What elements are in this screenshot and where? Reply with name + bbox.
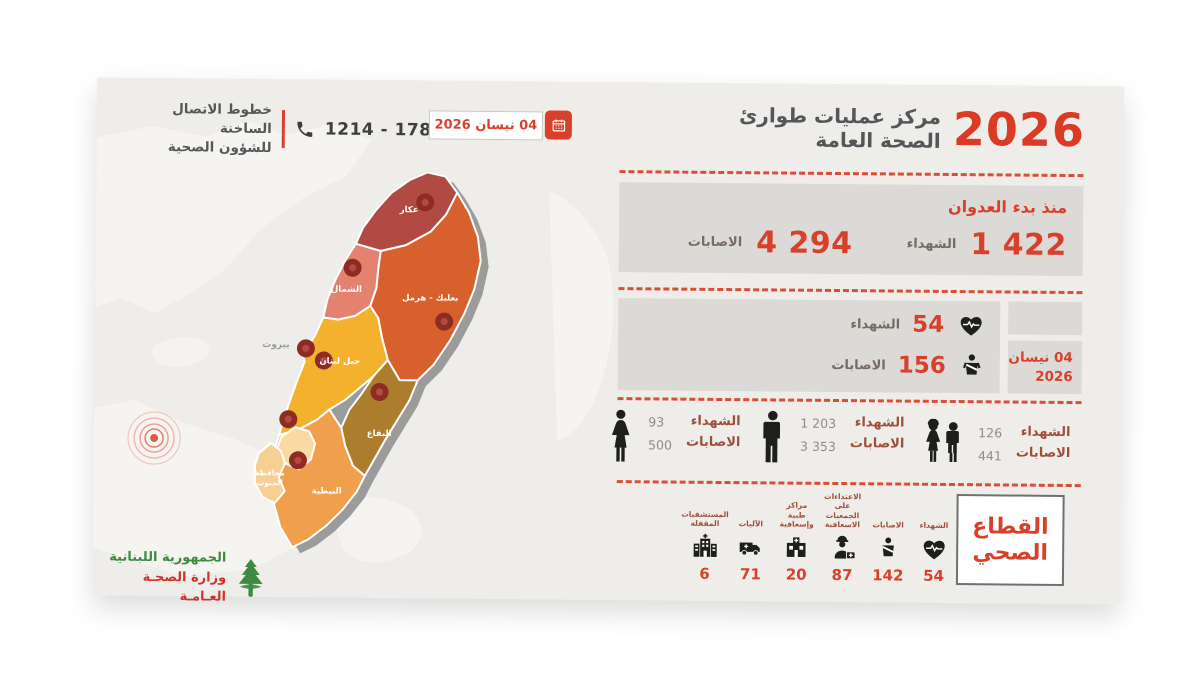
sector-item-value: 71 (739, 564, 761, 583)
cedar-tree-icon (239, 559, 263, 597)
women-injuries-label: الاصابات (685, 434, 741, 451)
region-label-baalbek-hermel: بعلبك - هرمل (402, 293, 459, 304)
daily-injuries-value: 156 (897, 352, 946, 379)
since-start-martyrs-label: الشهداء (906, 236, 957, 253)
children-casualties-group: 126 441 الشهداء الاصابات (922, 418, 1071, 468)
children-martyrs-label: الشهداء (1020, 424, 1071, 441)
since-start-title: منذ بدء العدوان (947, 196, 1068, 217)
sector-item-value: 20 (785, 565, 807, 584)
children-injuries-label: الاصابات (1015, 445, 1071, 462)
daily-martyrs-value: 54 (912, 311, 945, 338)
sector-item-attacks: الاعتداءات على الجمعيات الاسعافية 87 (823, 492, 863, 584)
children-icon (926, 418, 959, 463)
region-label-bekaa: البقاع (366, 428, 392, 440)
daily-date-line1: 04 نيسان (1008, 349, 1073, 367)
men-martyrs-label: الشهداء (854, 415, 905, 431)
men-injuries-label: الاصابات (849, 436, 905, 452)
heart-pulse-icon (919, 532, 949, 564)
sector-item-vehicles: الآليات 71 (731, 499, 771, 583)
page-title-block: 2026 مركز عمليات طوارئ الصحة العامة (627, 101, 1086, 158)
page-title-line2: الصحة العامة (815, 127, 941, 153)
injured-person-icon (963, 354, 981, 375)
region-label-nabatiyeh: النبطية (311, 486, 342, 497)
dashed-separator-1 (619, 170, 1084, 178)
woman-icon (611, 409, 630, 462)
dashed-separator-3 (617, 397, 1082, 405)
region-label-north: الشمال (330, 284, 362, 295)
clinic-icon (781, 531, 811, 563)
dashed-separator-2 (618, 287, 1083, 295)
since-start-injuries-label: الاصابات (687, 234, 743, 251)
hotline-label-line1: خطوط الاتصال الساخنة (172, 101, 273, 137)
hotline-block: خطوط الاتصال الساخنة للشؤون الصحية 1214 … (122, 100, 445, 159)
hospital-icon (689, 530, 721, 562)
women-injuries-value: 500 (648, 437, 673, 453)
sector-item-injuries: الاصابات 142 (868, 500, 908, 584)
region-label-akkar: عكار (399, 205, 419, 216)
women-casualties-group: 93 500 الشهداء الاصابات (607, 408, 741, 465)
sector-item-label: الشهداء (919, 520, 949, 531)
date-badge-text: 04 نيسان 2026 (428, 110, 544, 141)
men-casualties-group: 1 203 3 353 الشهداء الاصابات (759, 409, 905, 466)
daily-date-line2: 2026 (1035, 368, 1073, 385)
city-label-beirut: بيروت (262, 339, 290, 351)
health-sector-items: الشهداء 54 الاصابات (681, 491, 954, 585)
children-martyrs-value: 126 (978, 425, 1003, 441)
page-title-line1: مركز عمليات طوارئ (738, 103, 942, 129)
sector-item-value: 6 (699, 564, 710, 583)
gov-republic-label: الجمهورية اللبنانية (109, 549, 227, 566)
health-sector-title-line2: الصحي (972, 539, 1049, 566)
strike-markers (279, 193, 454, 470)
women-martyrs-label: الشهداء (690, 413, 741, 430)
sector-item-label: الاعتداءات على الجمعيات الاسعافية (824, 491, 862, 530)
daily-martyrs-label: الشهداء (850, 316, 901, 333)
sector-item-label: الآليات (738, 519, 764, 529)
date-badge: 04 نيسان 2026 (428, 110, 573, 141)
daily-date-box: 04 نيسان 2026 (1007, 340, 1083, 395)
sector-item-medical-centers: مراكز طبية وإسعافية 20 (777, 499, 817, 583)
hotline-numbers: 1214 - 1787 (324, 119, 444, 141)
sector-item-value: 87 (831, 565, 853, 584)
region-south (253, 442, 286, 505)
dashed-separator-4 (616, 480, 1081, 488)
strike-radar-icon (127, 411, 181, 465)
sector-item-label: الاصابات (872, 520, 904, 530)
gov-ministry-label: وزارة الصحـة العـامـة (142, 569, 227, 605)
page-title: مركز عمليات طوارئ الصحة العامة (739, 103, 941, 153)
man-icon (763, 410, 781, 463)
since-start-injuries-value: 4 294 (756, 225, 853, 262)
sector-item-closed-hospitals: المستشفيات المقفلة (681, 498, 729, 583)
region-label-south: محافظة الجنوب (254, 468, 285, 488)
red-divider (281, 110, 285, 149)
children-injuries-value: 441 (977, 448, 1002, 464)
injured-person-icon (875, 532, 901, 564)
phone-icon (297, 122, 313, 138)
men-martyrs-value: 1 203 (800, 415, 837, 431)
since-start-panel: منذ بدء العدوان 1 422 الشهداء 4 294 الاص… (618, 182, 1084, 277)
daily-panel: 54 الشهداء 156 الاصابات (617, 298, 1001, 394)
title-year: 2026 (952, 101, 1086, 158)
calendar-icon (544, 110, 573, 140)
heart-pulse-icon (960, 316, 982, 336)
since-start-martyrs-value: 1 422 (970, 227, 1068, 263)
sector-item-label: مراكز طبية وإسعافية (779, 500, 814, 529)
ministry-logo: الجمهورية اللبنانية وزارة الصحـة العـامـ… (93, 548, 269, 608)
ambulance-icon (735, 531, 765, 563)
women-martyrs-value: 93 (648, 414, 665, 430)
sector-item-label: المستشفيات المقفلة (681, 509, 729, 529)
lebanon-map: عكار الشمال بعلبك - هرمل جبل لبنان البقا… (228, 147, 542, 570)
region-label-mount-lebanon: جبل لبنان (319, 356, 361, 367)
empty-side-box (1008, 301, 1083, 336)
daily-injuries-label: الاصابات (831, 357, 886, 373)
paramedic-icon (826, 531, 858, 563)
men-injuries-value: 3 353 (800, 438, 836, 454)
health-sector-title-line1: القطاع (972, 514, 1049, 541)
sector-item-value: 54 (923, 566, 945, 585)
sector-item-value: 142 (872, 565, 904, 585)
health-sector-title-box: القطاع الصحي (955, 494, 1065, 586)
infographic-card: خطوط الاتصال الساخنة للشؤون الصحية 1214 … (92, 77, 1125, 608)
sector-item-martyrs: الشهداء 54 (914, 500, 954, 585)
